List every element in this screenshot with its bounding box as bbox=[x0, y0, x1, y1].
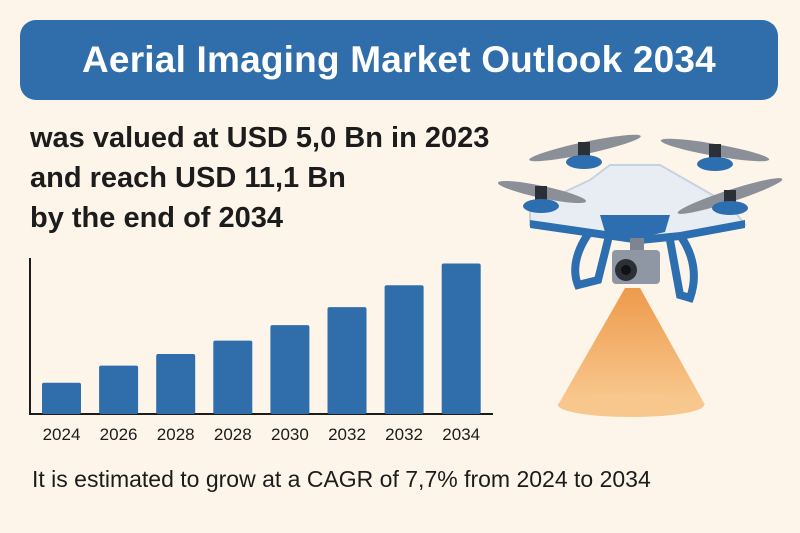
bar bbox=[384, 285, 424, 414]
market-summary: was valued at USD 5,0 Bn in 2023 and rea… bbox=[30, 118, 489, 238]
page-title: Aerial Imaging Market Outlook 2034 bbox=[82, 39, 716, 80]
bar bbox=[99, 365, 139, 414]
camera-beam bbox=[558, 288, 705, 417]
drone-body bbox=[529, 164, 747, 244]
drone-illustration bbox=[497, 134, 783, 417]
bar bbox=[441, 263, 481, 414]
summary-line: and reach USD 11,1 Bn bbox=[30, 162, 346, 194]
x-tick-label: 2028 bbox=[214, 425, 252, 444]
summary-line: was valued at USD 5,0 Bn in 2023 bbox=[30, 122, 490, 154]
x-tick-label: 2032 bbox=[328, 425, 366, 444]
bar bbox=[327, 307, 367, 414]
x-tick-label: 2030 bbox=[271, 425, 309, 444]
x-tick-label: 2032 bbox=[385, 425, 423, 444]
propellers bbox=[497, 134, 783, 215]
bar bbox=[213, 340, 253, 414]
x-tick-label: 2028 bbox=[157, 425, 195, 444]
x-tick-label: 2026 bbox=[100, 425, 138, 444]
bar-chart: 2024 2026 2028 2028 2030 2032 2032 2034 bbox=[29, 258, 493, 444]
camera-icon bbox=[612, 238, 660, 284]
summary-line: by the end of 2034 bbox=[30, 202, 284, 234]
bar bbox=[42, 382, 81, 414]
title-banner: Aerial Imaging Market Outlook 2034 bbox=[20, 20, 778, 100]
bar bbox=[156, 353, 196, 414]
bar bbox=[270, 325, 310, 414]
x-tick-label: 2034 bbox=[442, 425, 480, 444]
cagr-statement: It is estimated to grow at a CAGR of 7,7… bbox=[32, 466, 651, 492]
x-tick-label: 2024 bbox=[43, 425, 81, 444]
